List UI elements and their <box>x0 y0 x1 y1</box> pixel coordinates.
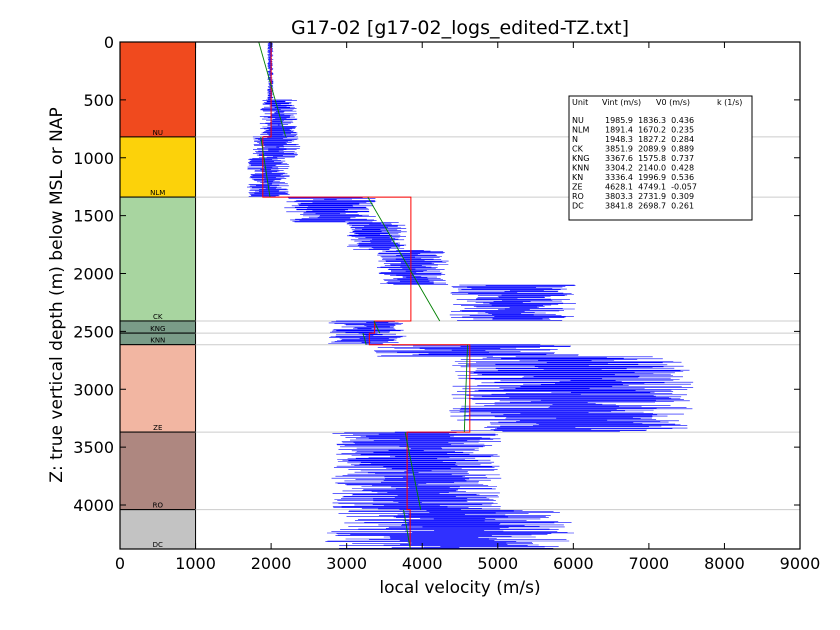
y-tick-label: 3500 <box>73 438 114 457</box>
legend-row: DC <box>572 202 584 211</box>
trend-line <box>362 332 367 345</box>
unit-block <box>119 344 197 433</box>
interval-velocity-line <box>262 42 471 549</box>
legend-row: 3851.9 2089.9 0.889 <box>605 145 694 154</box>
y-tick-label: 0 <box>104 33 114 52</box>
y-tick-label: 2500 <box>73 322 114 341</box>
legend-row: CK <box>572 145 584 154</box>
unit-label: DC <box>153 541 163 549</box>
unit-block <box>119 41 197 138</box>
trend-line <box>373 320 381 334</box>
y-tick-label: 2000 <box>73 265 114 284</box>
unit-label: NLM <box>150 189 165 197</box>
x-tick-label: 5000 <box>477 554 518 573</box>
x-tick-label: 2000 <box>251 554 292 573</box>
legend-header-cell: Unit <box>572 98 588 107</box>
legend-frame <box>568 95 753 221</box>
legend-row: 3367.6 1575.8 0.737 <box>605 154 694 163</box>
legend-row: N <box>572 135 578 144</box>
unit-label: KNN <box>150 337 165 345</box>
x-axis-label: local velocity (m/s) <box>379 578 540 598</box>
trend-line <box>258 41 287 138</box>
x-tick-label: 7000 <box>629 554 670 573</box>
legend-row: NLM <box>572 126 589 135</box>
trend-line <box>260 136 271 198</box>
y-tick-label: 500 <box>83 91 114 110</box>
unit-block <box>119 136 197 198</box>
unit-label: CK <box>153 313 163 321</box>
x-tick-label: 9000 <box>780 554 821 573</box>
y-tick-label: 1000 <box>73 149 114 168</box>
y-axis-label: Z: true vertical depth (m) below MSL or … <box>47 107 67 482</box>
plot-frame <box>119 41 801 550</box>
chart-title: G17-02 [g17-02_logs_edited-TZ.txt] <box>291 17 629 39</box>
legend-row: 1985.9 1836.3 0.436 <box>605 116 694 125</box>
legend-row: 3304.2 2140.0 0.428 <box>605 164 694 173</box>
unit-block <box>119 196 197 322</box>
trend-line <box>367 196 441 322</box>
legend-row: 3336.4 1996.9 0.536 <box>605 173 694 182</box>
legend-row: 1891.4 1670.2 0.235 <box>605 126 694 135</box>
legend-row: KNN <box>572 164 589 173</box>
legend-row: 4628.1 4749.1 -0.057 <box>605 183 697 192</box>
legend-row: 1948.3 1827.2 0.284 <box>605 135 694 144</box>
trend-line <box>404 432 422 510</box>
legend-header-cell: Vint (m/s) <box>602 98 641 107</box>
legend-row: 3803.3 2731.9 0.309 <box>605 192 694 201</box>
x-axis: 0 1000 2000 3000 4000 5000 6000 7000 8000 9000 <box>115 42 820 573</box>
y-tick-label: 4000 <box>73 496 114 515</box>
x-tick-label: 1000 <box>175 554 216 573</box>
legend-row: ZE <box>572 183 583 192</box>
trend-line <box>403 509 411 550</box>
legend-row: KN <box>572 173 583 182</box>
y-axis: 0 500 1000 1500 2000 2500 3000 3500 4000 <box>73 33 800 515</box>
legend-row: NU <box>572 116 584 125</box>
y-tick-label: 3000 <box>73 380 114 399</box>
x-tick-label: 4000 <box>402 554 443 573</box>
legend-header-cell: k (1/s) <box>717 98 742 107</box>
legend-row: 3841.8 2698.7 0.261 <box>605 202 694 211</box>
x-tick-label: 0 <box>115 554 125 573</box>
trend-line <box>463 344 469 433</box>
unit-block <box>119 509 197 550</box>
unit-label: NU <box>153 129 163 137</box>
legend-row: RO <box>572 192 584 201</box>
unit-label: ZE <box>153 424 162 432</box>
x-tick-label: 8000 <box>704 554 745 573</box>
legend-header-cell: V0 (m/s) <box>656 98 690 107</box>
legend-row: KNG <box>572 154 589 163</box>
x-tick-label: 3000 <box>326 554 367 573</box>
x-tick-label: 6000 <box>553 554 594 573</box>
unit-block <box>119 431 197 511</box>
y-tick-label: 1500 <box>73 207 114 226</box>
legend: Unit Vint (m/s) V0 (m/s) k (1/s) NU 1985.9 18… <box>568 95 753 221</box>
unit-label: KNG <box>150 325 165 333</box>
unit-label: RO <box>153 502 164 510</box>
